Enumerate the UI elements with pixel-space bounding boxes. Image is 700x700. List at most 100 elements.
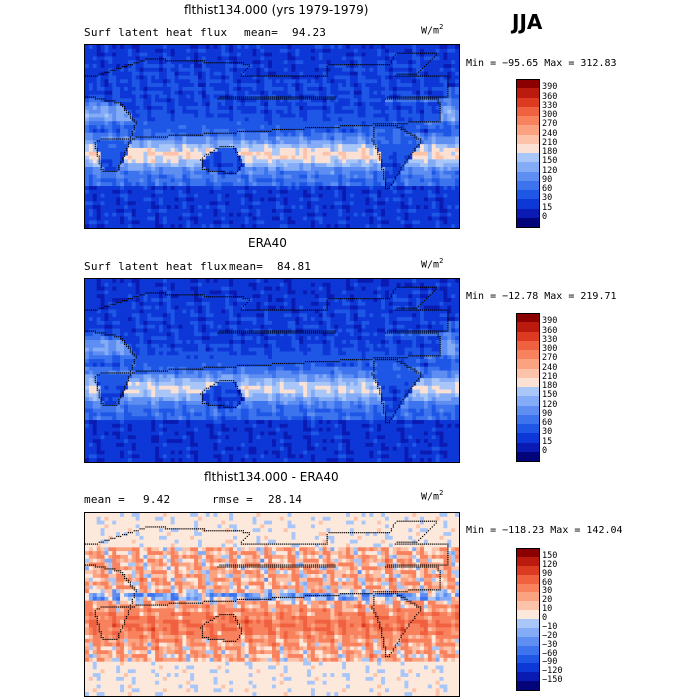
map-cell xyxy=(291,201,296,206)
map-cell xyxy=(381,79,386,84)
map-cell xyxy=(396,147,402,153)
map-cell xyxy=(377,224,382,228)
map-cell xyxy=(439,79,445,84)
map-cell xyxy=(225,178,230,183)
map-cell xyxy=(314,167,320,172)
map-cell xyxy=(135,109,141,115)
map-cell xyxy=(135,197,141,202)
map-cell xyxy=(88,125,94,130)
map-cell xyxy=(369,75,374,80)
map-cell xyxy=(322,113,328,119)
map-cell xyxy=(420,106,425,111)
map-cell xyxy=(166,67,172,73)
map-cell xyxy=(314,197,320,202)
map-cell xyxy=(322,128,328,134)
map-cell xyxy=(143,102,148,107)
coastline-segment xyxy=(252,75,254,77)
map-cell xyxy=(384,170,390,176)
map-cell xyxy=(120,94,125,99)
map-cell xyxy=(318,98,324,103)
map-cell xyxy=(416,60,421,65)
coastline-segment xyxy=(334,64,336,66)
map-cell xyxy=(357,212,363,218)
map-cell xyxy=(151,121,156,126)
map-cell xyxy=(314,79,320,84)
map-cell xyxy=(159,174,164,180)
map-cell xyxy=(396,67,402,73)
coastline-segment xyxy=(425,52,428,54)
map-cell xyxy=(287,113,293,119)
map-cell xyxy=(116,144,121,149)
map-cell xyxy=(361,71,367,77)
map-cell xyxy=(194,147,199,153)
map-cell xyxy=(435,52,441,58)
map-cell xyxy=(334,155,339,160)
map-cell xyxy=(435,216,441,221)
map-cell xyxy=(361,140,367,145)
coastline-segment xyxy=(410,73,412,75)
map-cell xyxy=(217,224,222,228)
map-cell xyxy=(330,182,335,187)
map-cell xyxy=(303,170,308,176)
map-cell xyxy=(443,132,448,138)
map-cell xyxy=(353,48,359,54)
map-cell xyxy=(236,106,242,111)
map-cell xyxy=(423,60,429,65)
map-cell xyxy=(201,170,207,176)
map-cell xyxy=(120,86,125,92)
map-cell xyxy=(139,212,145,218)
coastline-segment xyxy=(392,58,394,60)
map-cell xyxy=(412,86,417,92)
map-cell xyxy=(213,193,219,199)
map-cell xyxy=(221,189,226,195)
map-cell xyxy=(162,208,168,214)
map-cell xyxy=(151,224,156,228)
map-cell xyxy=(96,128,102,134)
map-cell xyxy=(361,220,367,225)
map-cell xyxy=(170,121,176,126)
map-cell xyxy=(338,163,343,168)
map-cell xyxy=(373,60,378,65)
map-cell xyxy=(353,155,359,160)
map-cell xyxy=(396,216,402,221)
coastline-segment xyxy=(435,54,437,56)
map-cell xyxy=(92,60,98,65)
map-cell xyxy=(287,45,293,50)
map-cell xyxy=(225,189,230,195)
map-cell xyxy=(307,193,312,199)
map-cell xyxy=(264,64,269,69)
coastline-segment xyxy=(295,96,297,98)
map-cell xyxy=(365,201,370,206)
map-cell xyxy=(287,186,293,191)
map-cell xyxy=(256,182,261,187)
map-cell xyxy=(123,159,129,164)
map-cell xyxy=(275,212,281,218)
map-cell xyxy=(451,113,456,119)
map-cell xyxy=(369,113,374,119)
map-cell xyxy=(135,56,141,61)
map-cell xyxy=(408,79,413,84)
map-cell xyxy=(283,140,289,145)
map-cell xyxy=(330,147,335,153)
map-cell xyxy=(377,86,382,92)
map-cell xyxy=(174,151,180,157)
map-cell xyxy=(451,216,456,221)
map-cell xyxy=(373,106,378,111)
map-cell xyxy=(451,186,456,191)
map-cell xyxy=(384,86,390,92)
map-cell xyxy=(166,136,172,141)
map-cell xyxy=(287,79,293,84)
map-cell xyxy=(186,174,191,180)
coastline-segment xyxy=(258,75,260,77)
map-cell xyxy=(244,182,250,187)
map-cell xyxy=(423,155,429,160)
map-cell xyxy=(85,90,90,96)
map-cell xyxy=(346,109,351,115)
map-cell xyxy=(229,52,234,58)
map-cell xyxy=(248,71,254,77)
map-cell xyxy=(260,220,265,225)
map-cell xyxy=(162,163,168,168)
map-cell xyxy=(299,159,304,164)
map-cell xyxy=(159,201,164,206)
map-cell xyxy=(268,144,273,149)
